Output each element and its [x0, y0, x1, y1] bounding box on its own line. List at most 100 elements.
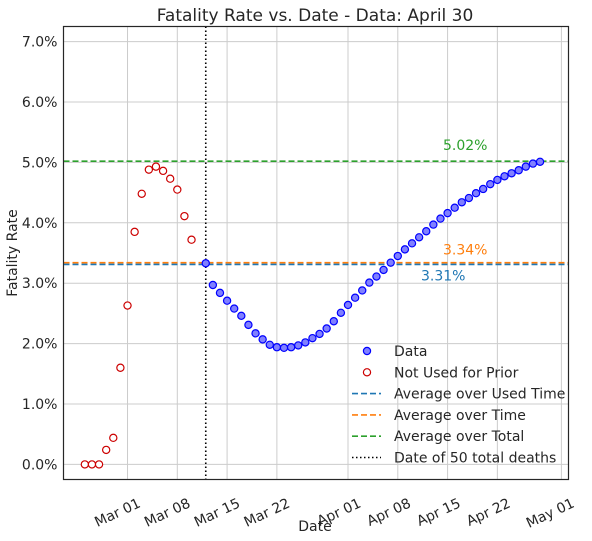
data-point: [315, 329, 324, 339]
legend: Data Not Used for Prior Average over Used …: [352, 344, 565, 467]
x-tick-label: Mar 15: [192, 496, 243, 531]
data-point: [329, 317, 338, 326]
x-axis-label: Date: [298, 519, 331, 535]
x-tick-label: May 01: [524, 496, 577, 532]
not-used-point: [101, 445, 111, 455]
data-point: [372, 272, 381, 281]
y-tick-label: 1.0%: [22, 397, 58, 413]
data-point: [244, 320, 253, 330]
legend-label: Data: [394, 344, 427, 360]
data-point: [443, 208, 452, 218]
data-point: [393, 251, 402, 261]
chart-title: Fatality Rate vs. Date - Data: April 30: [157, 6, 474, 26]
y-tick-label: 0.0%: [22, 457, 58, 473]
data-point: [343, 300, 353, 310]
data-point: [422, 227, 431, 236]
data-point: [407, 239, 417, 248]
data-point: [486, 179, 495, 189]
x-tick-label: Mar 22: [242, 496, 293, 531]
y-tick-label: 4.0%: [22, 216, 58, 232]
reference-line-label: 3.31%: [421, 268, 465, 284]
data-point: [365, 278, 374, 287]
data-point: [457, 198, 467, 207]
data-point: [478, 184, 488, 194]
y-tick-labels: 0.0% 1.0% 2.0% 3.0% 4.0% 5.0% 6.0% 7.0%: [22, 35, 58, 474]
data-point: [258, 335, 267, 344]
data-point: [521, 162, 531, 171]
legend-label: Average over Time: [394, 408, 526, 424]
x-tick-label: Mar 01: [92, 496, 143, 531]
data-point: [350, 293, 360, 302]
y-tick-label: 2.0%: [22, 337, 58, 353]
not-used-point: [173, 185, 182, 194]
y-axis-label: Fatality Rate: [5, 209, 21, 297]
data-point: [286, 343, 296, 352]
reference-lines: [63, 26, 569, 480]
data-point: [336, 308, 346, 317]
legend-marker: [362, 346, 372, 356]
data-point: [429, 220, 438, 229]
not-used-point: [94, 460, 104, 469]
data-point: [386, 258, 395, 267]
not-used-point: [187, 235, 196, 244]
not-used-point: [180, 211, 189, 221]
not-used-point: [144, 165, 154, 174]
y-tick-label: 6.0%: [22, 95, 58, 111]
data-point: [272, 343, 282, 352]
not-used-point: [87, 460, 97, 469]
data-point: [493, 175, 502, 185]
data-points: [80, 157, 545, 469]
data-point: [230, 304, 239, 313]
data-point: [201, 259, 210, 268]
legend-marker: [362, 368, 372, 377]
x-tick-label: Apr 08: [365, 496, 414, 530]
not-used-point: [137, 189, 146, 199]
data-point: [500, 172, 509, 181]
x-tick-label: Apr 15: [414, 496, 463, 530]
data-point: [215, 288, 225, 298]
not-used-point: [130, 227, 139, 237]
data-point: [528, 159, 538, 168]
data-point: [294, 341, 303, 350]
data-point: [471, 189, 481, 198]
not-used-point: [109, 433, 118, 443]
reference-line-labels: 3.31% 3.34% 5.02%: [421, 138, 487, 284]
y-tick-label: 5.0%: [22, 155, 58, 171]
not-used-point: [80, 460, 90, 469]
data-point: [414, 233, 424, 242]
data-point: [400, 245, 410, 254]
x-tick-label: Mar 08: [142, 496, 193, 531]
legend-label: Average over Used Time: [394, 387, 565, 403]
data-point: [322, 324, 331, 333]
not-used-point: [116, 363, 125, 372]
not-used-point: [151, 162, 161, 171]
not-used-point: [165, 174, 175, 183]
not-used-point: [158, 166, 168, 176]
data-point: [535, 157, 545, 166]
data-point: [301, 338, 310, 347]
y-tick-label: 7.0%: [22, 35, 58, 51]
data-point: [379, 265, 388, 275]
reference-line-label: 3.34%: [443, 243, 487, 259]
data-point: [237, 311, 246, 321]
data-point: [279, 343, 289, 353]
y-tick-label: 3.0%: [22, 276, 58, 292]
data-point: [450, 203, 459, 212]
data-point: [265, 340, 274, 350]
legend-label: Not Used for Prior: [394, 365, 519, 381]
data-point: [464, 193, 474, 203]
not-used-point: [123, 301, 132, 310]
data-point: [208, 280, 218, 290]
reference-line-label: 5.02%: [443, 138, 487, 154]
legend-label: Date of 50 total deaths: [394, 451, 556, 467]
legend-label: Average over Total: [394, 429, 524, 445]
data-point: [251, 329, 260, 338]
data-point: [514, 166, 523, 175]
data-point: [358, 286, 367, 295]
plot-area-frame: [62, 25, 570, 481]
data-point: [436, 214, 445, 223]
x-tick-label: Apr 22: [464, 496, 513, 530]
data-point: [222, 296, 232, 305]
